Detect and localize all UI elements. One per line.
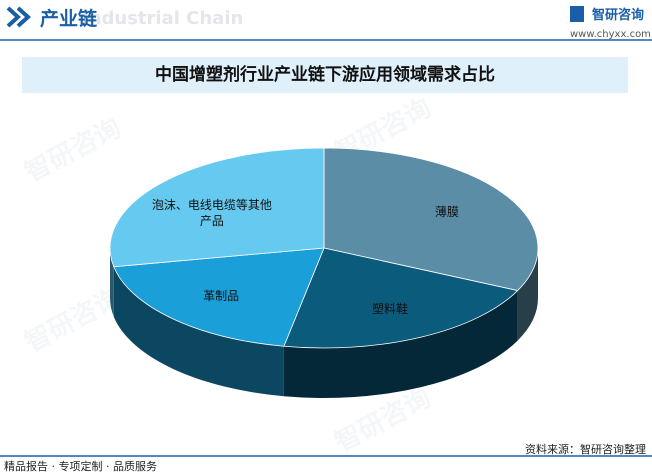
url: www.chyxx.com	[570, 29, 651, 40]
header-title: 产业链	[40, 7, 97, 30]
title-box	[22, 57, 628, 93]
slice-side	[113, 266, 284, 397]
pie	[109, 147, 539, 398]
slice	[109, 147, 325, 268]
slice-label: 泡沫、电线电缆等其他产品	[151, 197, 272, 228]
slice-side	[517, 248, 538, 341]
slice-label: 塑料鞋	[372, 301, 409, 316]
header-icon	[6, 6, 31, 28]
slice-label: 革制品	[203, 289, 240, 304]
source: 资料来源：智研咨询整理	[525, 442, 646, 456]
header-subtitle: Industrial Chain	[82, 8, 243, 29]
brand: 智研咨询	[592, 7, 644, 23]
chart-title: 中国增塑剂行业产业链下游应用领域需求占比	[155, 64, 495, 85]
slice-label: 薄膜	[434, 204, 459, 219]
logo-icon	[570, 6, 584, 22]
footer-left: 精品报告 · 专项定制 · 品质服务	[4, 459, 157, 473]
slice	[113, 247, 325, 347]
slice	[283, 247, 519, 349]
slice	[323, 147, 539, 292]
slice-side	[283, 290, 518, 398]
